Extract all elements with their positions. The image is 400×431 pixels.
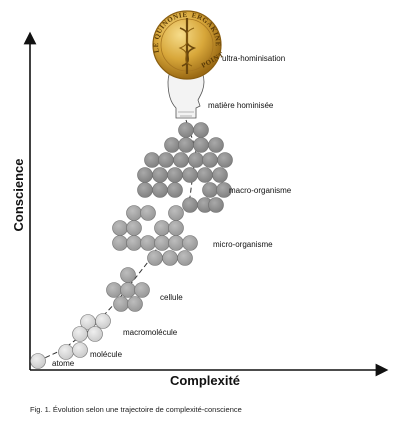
micro-organisme-circle: [140, 235, 156, 251]
macro-organisme-circle: [217, 152, 233, 168]
cellule-circle: [134, 282, 150, 298]
macro-organisme-circle: [197, 167, 213, 183]
micro-organisme-circle: [154, 220, 170, 236]
micro-organisme-circle: [168, 205, 184, 221]
macro-organisme-circle: [216, 182, 232, 198]
micro-organisme-circle: [126, 235, 142, 251]
cellule-circle: [113, 296, 129, 312]
label-cellule: cellule: [160, 293, 183, 302]
micro-organisme-circle: [126, 205, 142, 221]
figure-caption: Fig. 1. Évolution selon une trajectoire …: [30, 405, 242, 414]
label-atome: atome: [52, 359, 75, 368]
micro-organisme-circle: [168, 235, 184, 251]
micro-organisme-circle: [147, 250, 163, 266]
macromolecule-circle: [72, 326, 88, 342]
atome-circle: [30, 353, 46, 369]
micro-organisme-circle: [154, 235, 170, 251]
micro-organisme-circle: [168, 220, 184, 236]
label-micro-organisme: micro-organisme: [213, 240, 273, 249]
micro-organisme-circle: [177, 250, 193, 266]
x-axis-title: Complexité: [170, 373, 240, 388]
macro-organisme-circle: [167, 167, 183, 183]
label-macro-organisme: macro-organisme: [229, 186, 292, 195]
macro-organisme-circle: [202, 152, 218, 168]
macro-organisme-circle: [152, 182, 168, 198]
macromolecule-circle: [87, 326, 103, 342]
macro-organisme-circle: [188, 152, 204, 168]
cellule-circle: [127, 296, 143, 312]
y-axis-title: Conscience: [11, 159, 26, 232]
molecule-circle: [72, 342, 88, 358]
label-molecule: molécule: [90, 350, 123, 359]
macro-organisme-circle: [202, 182, 218, 198]
cellule-circle: [120, 267, 136, 283]
macro-organisme-circle: [208, 197, 224, 213]
micro-organisme-circle: [140, 205, 156, 221]
cellule-circle: [120, 282, 136, 298]
micro-organisme-circle: [126, 220, 142, 236]
macro-organisme-circle: [193, 137, 209, 153]
micro-organisme-circle: [112, 235, 128, 251]
macro-organisme-circle: [152, 167, 168, 183]
macro-organisme-circle: [208, 137, 224, 153]
macro-organisme-circle: [167, 182, 183, 198]
medal: LE QUINONIE ERGAKINE POINT: [152, 10, 225, 80]
macro-organisme-circle: [178, 137, 194, 153]
macro-organisme-circle: [173, 152, 189, 168]
label-matiere-hominisee: matière hominisée: [208, 101, 274, 110]
macromolecule-circle: [95, 313, 111, 329]
macro-organisme-circle: [164, 137, 180, 153]
label-macromolecule: macromolécule: [123, 328, 178, 337]
cellule-circle: [106, 282, 122, 298]
micro-organisme-circle: [182, 235, 198, 251]
micro-organisme-circle: [162, 250, 178, 266]
macro-organisme-circle: [193, 122, 209, 138]
macro-organisme-circle: [178, 122, 194, 138]
macro-organisme-circle: [212, 167, 228, 183]
label-ultra-hominisation: ultra-hominisation: [222, 54, 285, 63]
micro-organisme-circle: [112, 220, 128, 236]
macro-organisme-circle: [137, 182, 153, 198]
macro-organisme-circle: [158, 152, 174, 168]
macro-organisme-circle: [182, 197, 198, 213]
macro-organisme-circle: [144, 152, 160, 168]
molecule-circle: [58, 344, 74, 360]
macro-organisme-circle: [137, 167, 153, 183]
macro-organisme-circle: [182, 167, 198, 183]
